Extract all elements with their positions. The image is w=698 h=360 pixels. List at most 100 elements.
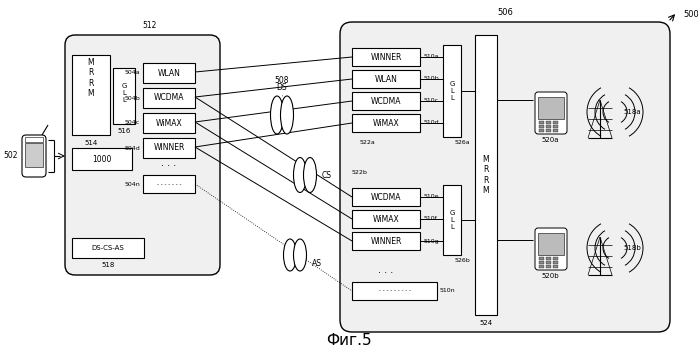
FancyBboxPatch shape (535, 228, 567, 270)
Bar (553, 125, 558, 128)
Text: M
R
R
M: M R R M (483, 155, 489, 195)
Bar (546, 125, 551, 128)
Text: CS: CS (322, 171, 332, 180)
Bar (143, 175, 195, 193)
Bar (352, 210, 420, 228)
Text: 504a: 504a (124, 71, 140, 76)
Text: 510n: 510n (440, 288, 456, 293)
Text: G
L
L: G L L (450, 210, 454, 230)
Bar (25, 143, 43, 167)
Text: - - - - - - - - -: - - - - - - - - - (379, 288, 411, 293)
Bar (352, 232, 420, 250)
Text: 520a: 520a (541, 137, 559, 143)
Text: WCDMA: WCDMA (371, 193, 401, 202)
Bar (546, 121, 551, 124)
Text: M
R
R
M: M R R M (88, 58, 94, 98)
Bar (475, 35, 497, 315)
Bar (553, 257, 558, 260)
Bar (553, 129, 558, 132)
Text: 526a: 526a (455, 140, 470, 145)
Text: . . .: . . . (161, 158, 177, 168)
FancyBboxPatch shape (340, 22, 670, 332)
Text: 510b: 510b (424, 77, 440, 81)
Text: 1000: 1000 (92, 154, 112, 163)
Text: 504b: 504b (124, 95, 140, 100)
Bar (352, 70, 420, 88)
Text: 518b: 518b (623, 245, 641, 251)
Text: 522b: 522b (352, 170, 368, 175)
Text: WINNER: WINNER (371, 53, 401, 62)
Text: DS-CS-AS: DS-CS-AS (91, 245, 124, 251)
Text: Фиг.5: Фиг.5 (326, 333, 372, 348)
Text: WiMAX: WiMAX (156, 118, 182, 127)
Text: 506: 506 (497, 8, 513, 17)
Ellipse shape (283, 239, 297, 271)
Bar (143, 138, 195, 158)
Bar (553, 121, 558, 124)
Bar (352, 114, 420, 132)
FancyBboxPatch shape (65, 35, 220, 275)
Text: 500: 500 (683, 10, 698, 19)
Ellipse shape (293, 239, 306, 271)
FancyBboxPatch shape (22, 135, 46, 177)
Bar (443, 45, 461, 137)
Text: 526b: 526b (455, 258, 470, 263)
Text: G
L
L: G L L (450, 81, 454, 101)
Bar (352, 188, 420, 206)
Text: DS: DS (276, 83, 288, 92)
Text: 504d: 504d (124, 145, 140, 150)
Text: WiMAX: WiMAX (373, 215, 399, 224)
Text: 522a: 522a (360, 140, 376, 145)
Bar (143, 63, 195, 83)
Text: 516: 516 (117, 128, 131, 134)
Bar (538, 97, 564, 119)
Ellipse shape (293, 158, 306, 193)
Text: 524: 524 (480, 320, 493, 326)
Text: 510c: 510c (424, 99, 439, 104)
Bar (72, 55, 110, 135)
Text: G
L
L: G L L (121, 83, 127, 103)
Text: . . .: . . . (378, 265, 394, 275)
Text: WLAN: WLAN (375, 75, 397, 84)
Text: 518a: 518a (623, 109, 641, 115)
Text: WINNER: WINNER (154, 144, 185, 153)
Text: WiMAX: WiMAX (373, 118, 399, 127)
Text: 502: 502 (3, 152, 18, 161)
Bar (113, 68, 135, 124)
Bar (143, 113, 195, 133)
Bar (352, 282, 437, 300)
Text: WCDMA: WCDMA (154, 94, 184, 103)
Text: 510g: 510g (424, 238, 440, 243)
Bar (352, 92, 420, 110)
Text: 514: 514 (84, 140, 98, 146)
Text: 518: 518 (101, 262, 114, 268)
Bar (553, 265, 558, 268)
Ellipse shape (271, 96, 283, 134)
Bar (546, 257, 551, 260)
Bar (539, 129, 544, 132)
Text: 510a: 510a (424, 54, 440, 59)
Bar (25, 137, 43, 142)
Bar (539, 125, 544, 128)
Bar (539, 257, 544, 260)
Text: 504n: 504n (124, 181, 140, 186)
Text: WLAN: WLAN (158, 68, 181, 77)
FancyBboxPatch shape (535, 92, 567, 134)
Bar (539, 265, 544, 268)
Text: WCDMA: WCDMA (371, 96, 401, 105)
Text: AS: AS (312, 258, 322, 267)
Bar (538, 233, 564, 255)
Text: 510f: 510f (424, 216, 438, 221)
Bar (443, 185, 461, 255)
Bar (553, 261, 558, 264)
Text: WINNER: WINNER (371, 237, 401, 246)
Bar (72, 238, 144, 258)
Text: 510e: 510e (424, 194, 440, 199)
Text: - - - - - - -: - - - - - - - (157, 181, 181, 186)
Bar (546, 129, 551, 132)
Text: 510d: 510d (424, 121, 440, 126)
Ellipse shape (304, 158, 316, 193)
Text: 512: 512 (143, 21, 157, 30)
Bar (352, 48, 420, 66)
Ellipse shape (281, 96, 293, 134)
